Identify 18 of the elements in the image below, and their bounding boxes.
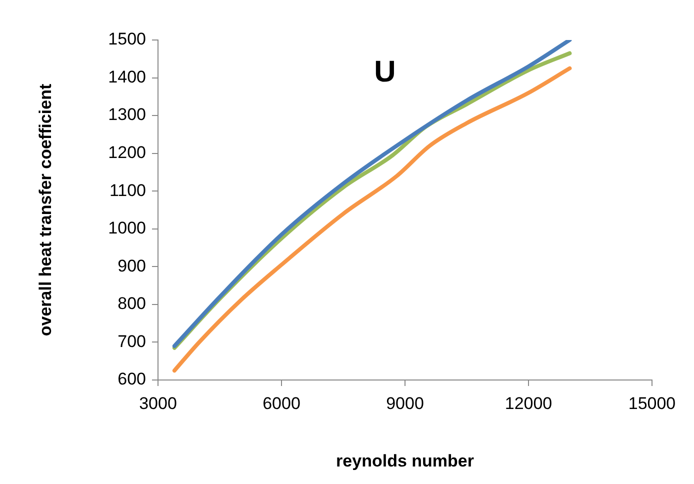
y-tick-label: 1500	[108, 30, 146, 49]
x-tick-label: 9000	[386, 394, 424, 413]
y-tick-label: 800	[118, 294, 146, 314]
y-tick-label: 1000	[108, 218, 146, 238]
y-tick-label: 1200	[108, 143, 146, 162]
y-tick-label: 1100	[109, 180, 146, 200]
x-tick-label: 6000	[262, 394, 300, 413]
y-tick-label: 700	[118, 332, 146, 351]
x-tick-label: 15000	[628, 394, 676, 413]
text: U	[374, 55, 396, 88]
x-tick-label: 12000	[504, 394, 552, 413]
x-tick-label: 3000	[139, 394, 177, 413]
y-tick-label: 600	[118, 370, 146, 389]
x-axis-title: reynolds number	[336, 451, 474, 470]
y-axis-title: overall heat transfer coefficient	[36, 84, 55, 336]
y-tick-label: 1400	[108, 67, 146, 86]
y-tick-label: 1300	[108, 105, 146, 124]
y-tick-label: 900	[118, 256, 146, 276]
